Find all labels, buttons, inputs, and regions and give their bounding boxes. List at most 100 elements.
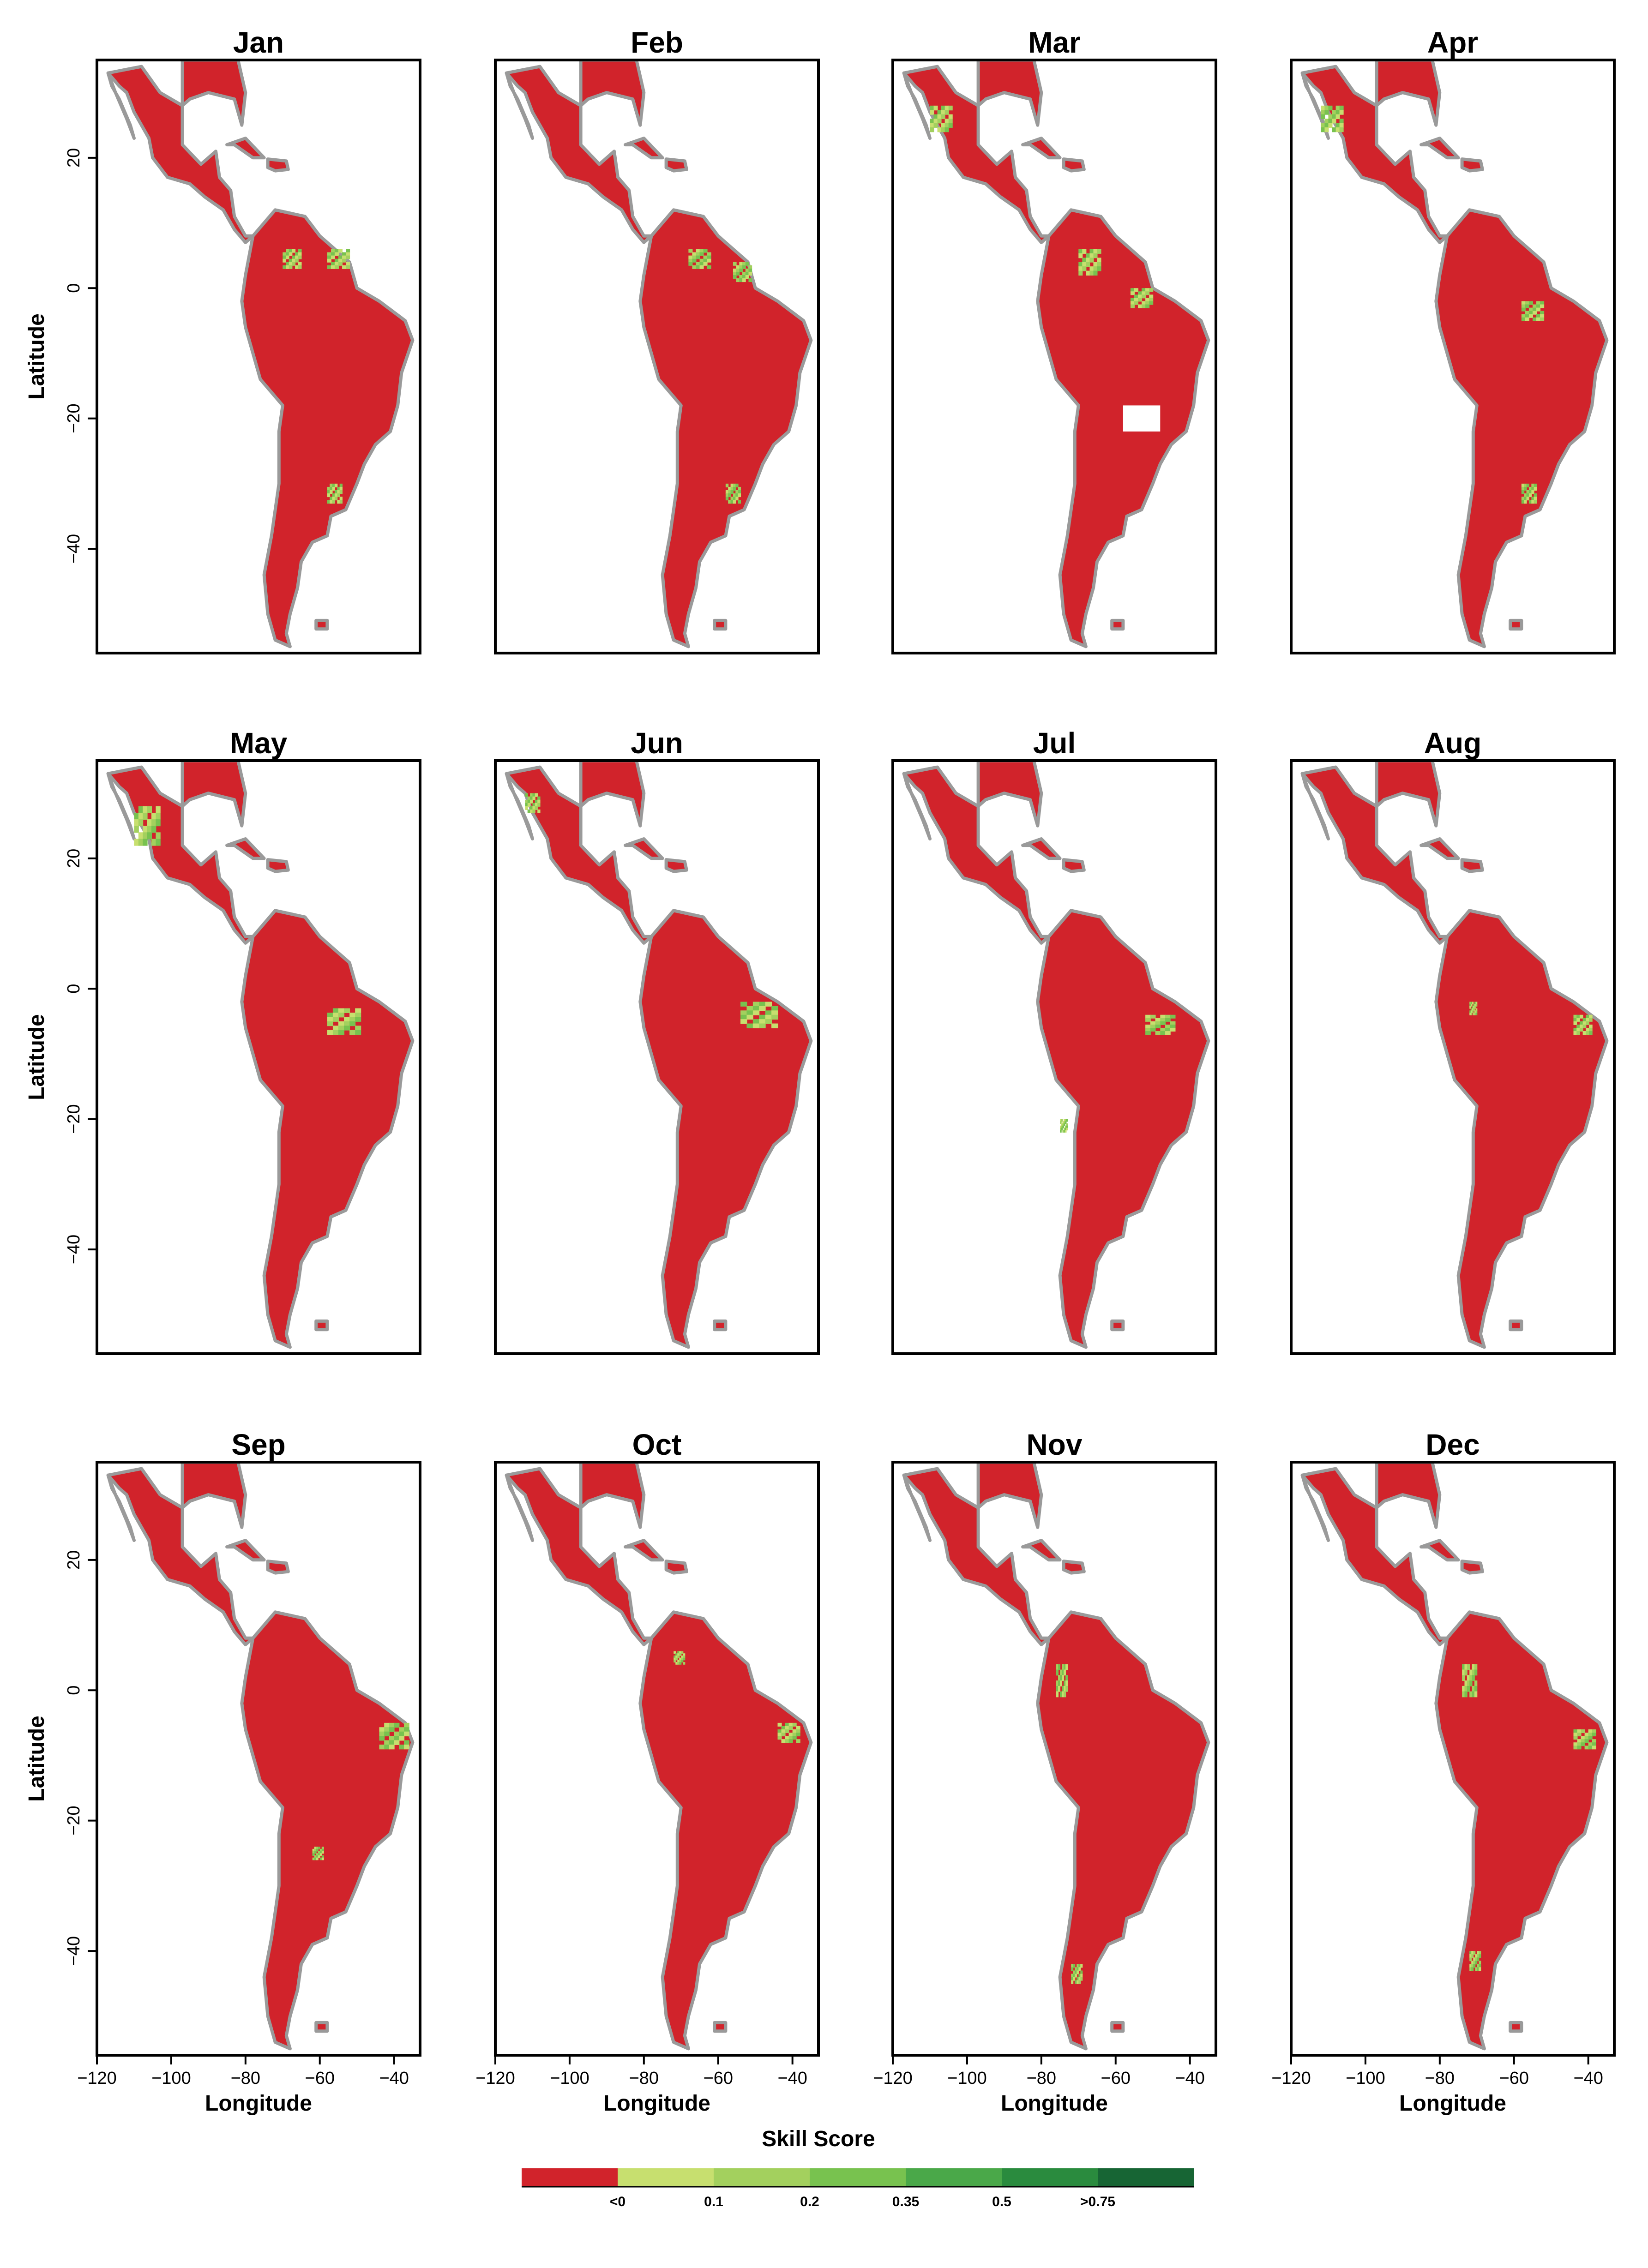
skill-cell [1536, 314, 1541, 318]
land-polygon [240, 909, 415, 1349]
skill-cell [1332, 114, 1336, 120]
skill-cell [1332, 110, 1336, 115]
legend-swatch [810, 2168, 906, 2187]
skill-cell [930, 105, 934, 111]
skill-cell [318, 1847, 320, 1849]
skill-cell [1467, 1686, 1470, 1692]
skill-cell [1082, 258, 1087, 263]
skill-cell [1332, 127, 1336, 132]
skill-cell [1066, 1128, 1068, 1131]
skill-cell [384, 1731, 390, 1737]
skill-cell [1097, 249, 1101, 254]
skill-cell [679, 1651, 682, 1654]
skill-cell [1082, 266, 1087, 271]
panel-title: Jan [233, 26, 284, 59]
skill-cell [1170, 1021, 1176, 1025]
skill-cell [674, 1660, 676, 1663]
skill-cell [1573, 1729, 1578, 1734]
skill-cell [739, 262, 743, 266]
land-polygon [180, 761, 247, 828]
skill-cell [777, 1736, 782, 1740]
panel-frame [891, 759, 1217, 1355]
land-polygon [902, 1473, 932, 1542]
skill-cell [1321, 127, 1325, 132]
skill-cell [1065, 1130, 1067, 1133]
skill-cell [1165, 1031, 1171, 1035]
skill-cell [1576, 1031, 1580, 1035]
skill-cell [316, 1848, 319, 1852]
skill-cell [1582, 1021, 1587, 1025]
skill-cell [688, 258, 693, 263]
skill-cell [339, 500, 343, 504]
legend-tick-label: 0.2 [800, 2194, 819, 2209]
skill-cell [1577, 1729, 1582, 1734]
skill-cell [321, 1851, 324, 1854]
skill-cell [1145, 1018, 1151, 1022]
skill-cell [930, 123, 934, 128]
skill-cell [692, 258, 697, 263]
skill-cell [1134, 294, 1139, 299]
panel-title: Aug [1424, 726, 1481, 760]
x-tick-label: −100 [151, 2069, 191, 2088]
skill-cell [1470, 1008, 1473, 1011]
skill-cell [675, 1662, 678, 1665]
skill-cell [1130, 291, 1135, 295]
skill-cell [1335, 110, 1340, 115]
land-polygon [225, 837, 266, 860]
skill-cell [781, 1726, 786, 1730]
skill-cell [677, 1655, 680, 1658]
skill-cell [1540, 304, 1545, 308]
skill-cell [765, 1002, 772, 1007]
skill-cell [699, 262, 704, 266]
skill-cell [739, 275, 743, 279]
skill-cell [1581, 1736, 1585, 1740]
skill-cell [332, 493, 335, 498]
skill-cell [1145, 1014, 1151, 1019]
skill-cell [688, 262, 693, 266]
land-polygon [1021, 137, 1062, 160]
land-polygon [1419, 137, 1460, 160]
skill-cell [1080, 1977, 1083, 1981]
skill-cell [1462, 1675, 1465, 1681]
skill-cell [752, 1019, 760, 1024]
skill-cell [1467, 1675, 1470, 1681]
skill-cell [728, 486, 731, 491]
skill-cell [1065, 1119, 1067, 1122]
panel-frame [494, 1461, 820, 2057]
land-polygon [266, 1560, 290, 1575]
skill-cell [748, 265, 752, 269]
skill-cell [286, 249, 289, 253]
skill-cell [679, 1660, 682, 1663]
skill-cell [792, 1733, 797, 1737]
y-tick-label: −20 [64, 403, 84, 433]
panel-title: Feb [631, 26, 683, 59]
skill-cell [1150, 1027, 1156, 1032]
skill-cell [312, 1848, 315, 1852]
skill-cell [1078, 1977, 1081, 1981]
skill-cell [1078, 253, 1083, 258]
skill-cell [1062, 1691, 1065, 1698]
land-polygon [713, 2021, 728, 2033]
skill-cell [1573, 1733, 1578, 1737]
skill-cell [1471, 1961, 1474, 1965]
skill-cell [746, 1023, 753, 1028]
skill-cell [1589, 1031, 1593, 1035]
skill-cell [1472, 1008, 1474, 1011]
skill-cell [1339, 119, 1344, 124]
panel-title: Mar [1028, 26, 1081, 59]
skill-cell [1075, 1974, 1077, 1978]
skill-cell [1521, 486, 1525, 491]
skill-cell [339, 483, 343, 487]
skill-cell [1528, 493, 1532, 498]
month-panel: Aug [1290, 726, 1616, 1355]
panel-frame [1290, 1461, 1616, 2057]
skill-cell [327, 252, 331, 256]
skill-cell [349, 1017, 356, 1022]
skill-cell [1473, 1951, 1476, 1955]
skill-cell [314, 1848, 317, 1852]
skill-cell [688, 255, 693, 259]
skill-cell [1525, 311, 1529, 315]
skill-cell [1540, 301, 1545, 305]
skill-cell [298, 249, 302, 253]
map-area [1300, 1462, 1609, 2051]
